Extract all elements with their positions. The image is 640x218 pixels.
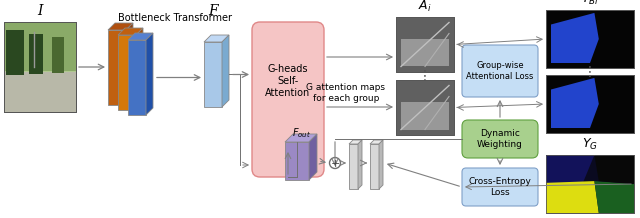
Text: $A_i$: $A_i$ [418,0,432,14]
Bar [401,39,449,66]
Bar [6,30,24,75]
Text: +: + [330,158,340,169]
Bar [4,22,76,112]
Bar [29,34,43,75]
Polygon shape [349,140,362,144]
Text: $Y_G$: $Y_G$ [582,137,598,152]
Polygon shape [108,23,133,30]
Polygon shape [370,144,379,189]
Bar [52,37,64,73]
Polygon shape [285,142,309,180]
Bar [4,72,76,112]
Text: Group-wise
Attentional Loss: Group-wise Attentional Loss [467,61,534,81]
Polygon shape [309,134,317,180]
Polygon shape [285,134,317,142]
Polygon shape [349,144,358,189]
Text: ⋮: ⋮ [583,65,597,78]
FancyBboxPatch shape [462,120,538,158]
Bar [396,80,454,135]
Polygon shape [128,33,153,40]
Polygon shape [595,181,634,213]
Polygon shape [136,28,143,110]
Bar [4,22,76,72]
Text: Cross-Entropy
Loss: Cross-Entropy Loss [468,177,531,197]
Bar [546,10,634,68]
Bar [546,75,634,133]
Bar [401,102,449,129]
Bar [546,10,634,68]
FancyBboxPatch shape [462,45,538,97]
Polygon shape [546,181,599,213]
Bar [546,155,634,213]
Text: I: I [37,4,43,18]
Bar [546,155,634,213]
Bar [396,80,454,135]
Polygon shape [370,140,383,144]
Polygon shape [546,155,595,187]
FancyBboxPatch shape [462,168,538,206]
Polygon shape [379,140,383,189]
Polygon shape [222,35,229,107]
Polygon shape [551,13,599,63]
FancyBboxPatch shape [252,22,324,177]
Polygon shape [108,30,126,105]
Bar [396,17,454,72]
Bar [396,17,454,72]
Text: ⋮: ⋮ [418,69,432,83]
Text: G attention maps
for each group: G attention maps for each group [307,83,385,103]
Polygon shape [118,35,136,110]
Polygon shape [204,42,222,107]
Polygon shape [204,35,229,42]
Polygon shape [146,33,153,115]
Text: Dynamic
Weighting: Dynamic Weighting [477,129,523,149]
Bar [546,75,634,133]
Polygon shape [128,40,146,115]
Circle shape [330,157,340,169]
Polygon shape [551,78,599,128]
Text: G-heads
Self-
Attention: G-heads Self- Attention [266,64,310,97]
Text: $F_{out}$: $F_{out}$ [291,126,310,140]
Bar [4,22,76,112]
Text: Bottleneck Transformer: Bottleneck Transformer [118,13,232,23]
Polygon shape [118,28,143,35]
Polygon shape [126,23,133,105]
Text: $Y_{Bi}$: $Y_{Bi}$ [581,0,599,7]
Polygon shape [595,155,634,184]
Polygon shape [358,140,362,189]
Text: F: F [208,4,218,18]
